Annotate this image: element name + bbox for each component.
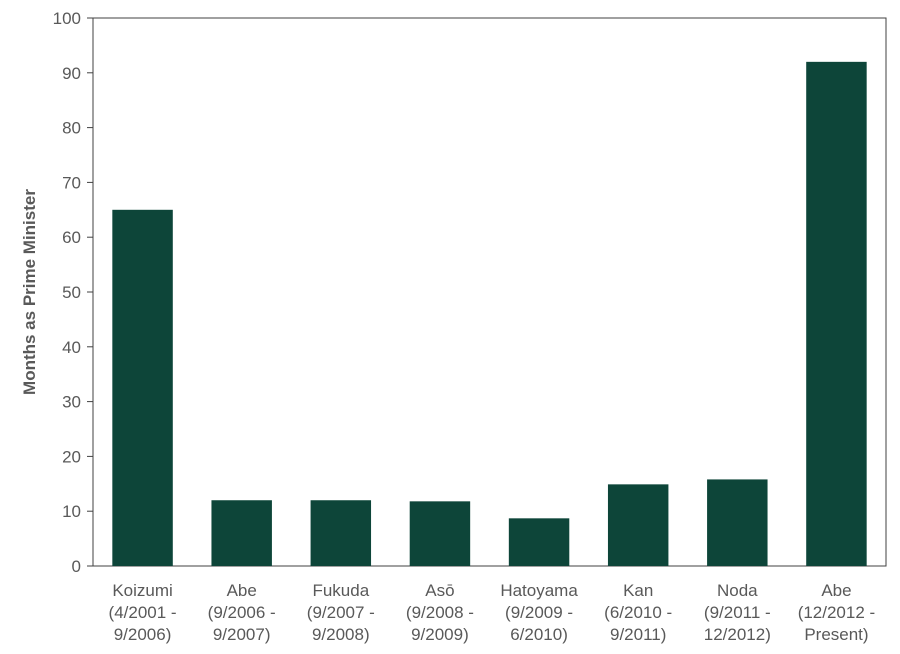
y-tick-label: 50 bbox=[62, 283, 81, 302]
bar bbox=[707, 479, 768, 566]
x-tick-label: Abe bbox=[227, 581, 257, 600]
x-tick-label: 9/2011) bbox=[610, 625, 666, 644]
bars-group bbox=[112, 61, 867, 567]
bar bbox=[607, 484, 669, 566]
y-axis-title: Months as Prime Minister bbox=[20, 189, 39, 395]
x-tick-label: 12/2012) bbox=[704, 625, 771, 644]
bar bbox=[508, 518, 570, 566]
x-tick-label: 9/2006) bbox=[114, 625, 172, 644]
y-tick-label: 0 bbox=[72, 557, 81, 576]
bar bbox=[409, 501, 471, 566]
x-tick-label: Asō bbox=[425, 581, 454, 600]
x-tick-label: Koizumi bbox=[112, 581, 172, 600]
y-tick-label: 80 bbox=[62, 119, 81, 138]
x-tick-label: (12/2012 - bbox=[798, 603, 876, 622]
y-tick-label: 20 bbox=[62, 447, 81, 466]
x-tick-label: Fukuda bbox=[312, 581, 369, 600]
y-tick-label: 100 bbox=[53, 9, 81, 28]
y-tick-label: 70 bbox=[62, 173, 81, 192]
y-tick-label: 60 bbox=[62, 228, 81, 247]
x-tick-label: 9/2007) bbox=[213, 625, 271, 644]
y-axis-ticks: 0 10 20 30 40 50 60 70 80 90 100 bbox=[53, 9, 93, 576]
y-tick-label: 40 bbox=[62, 338, 81, 357]
bar bbox=[112, 209, 173, 567]
x-tick-label: Abe bbox=[821, 581, 851, 600]
x-tick-label: Noda bbox=[717, 581, 758, 600]
y-tick-label: 90 bbox=[62, 64, 81, 83]
x-tick-label: Present) bbox=[804, 625, 868, 644]
x-axis-labels: Koizumi (4/2001 - 9/2006) Abe (9/2006 - 9/200… bbox=[109, 581, 876, 644]
y-tick-label: 30 bbox=[62, 393, 81, 412]
bar bbox=[211, 500, 272, 566]
x-tick-label: (9/2007 - bbox=[307, 603, 375, 622]
x-tick-label: (4/2001 - bbox=[109, 603, 177, 622]
bar bbox=[806, 61, 867, 567]
x-tick-label: (9/2011 - bbox=[704, 603, 771, 622]
y-tick-label: 10 bbox=[62, 502, 81, 521]
bar bbox=[310, 500, 372, 566]
x-tick-label: 6/2010) bbox=[510, 625, 568, 644]
x-tick-label: (6/2010 - bbox=[604, 603, 672, 622]
x-tick-label: Hatoyama bbox=[500, 581, 578, 600]
x-tick-label: Kan bbox=[623, 581, 653, 600]
x-tick-label: 9/2009) bbox=[411, 625, 469, 644]
x-tick-label: (9/2009 - bbox=[505, 603, 573, 622]
x-tick-label: (9/2008 - bbox=[406, 603, 474, 622]
x-tick-label: 9/2008) bbox=[312, 625, 370, 644]
x-tick-label: (9/2006 - bbox=[208, 603, 276, 622]
